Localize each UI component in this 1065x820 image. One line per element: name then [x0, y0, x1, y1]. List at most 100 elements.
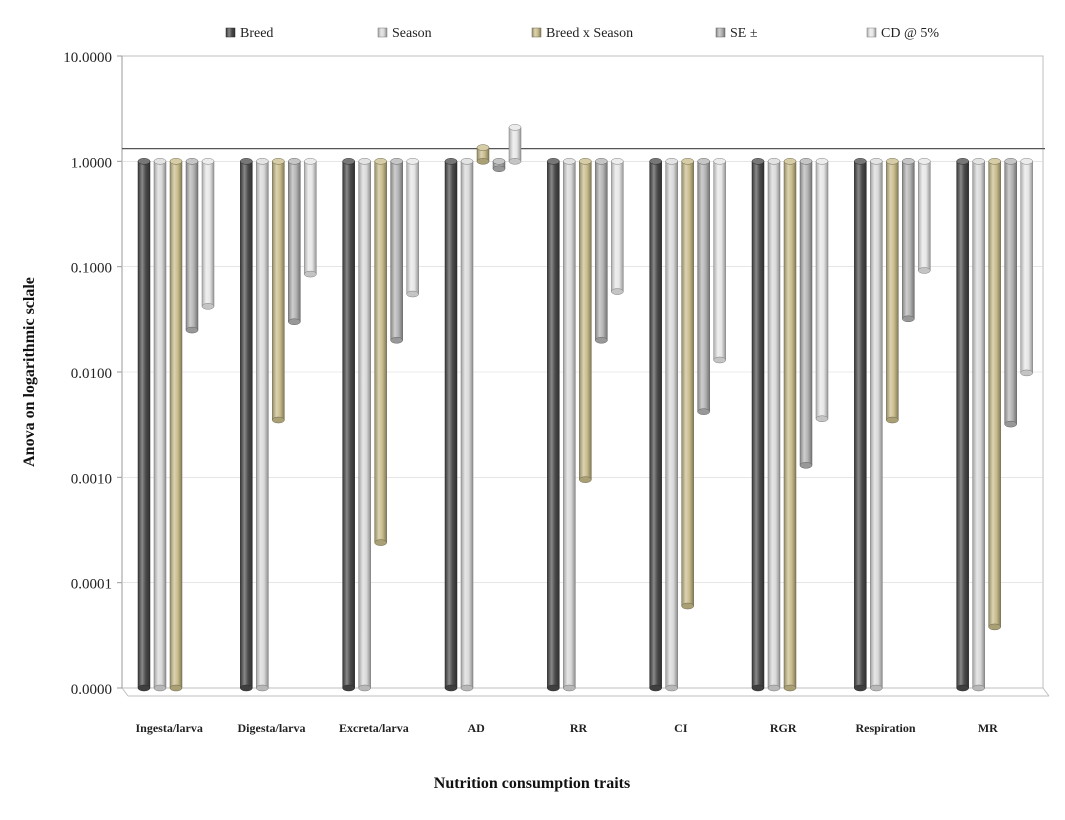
bar-cap-bottom	[304, 270, 317, 278]
bar-cap-top	[956, 158, 969, 165]
bar-cap-top	[767, 158, 781, 165]
legend-label: Breed	[240, 26, 273, 41]
bar-cap-bottom	[1004, 420, 1017, 428]
bar-breed	[956, 158, 969, 692]
bar-body	[918, 161, 931, 271]
bar-cap-bottom	[972, 684, 985, 692]
bar-se-	[902, 158, 915, 323]
legend-swatch	[531, 27, 542, 38]
bar-body	[681, 161, 694, 607]
bar-season	[665, 158, 678, 692]
bar-cap-top	[649, 158, 662, 165]
bar-season	[460, 158, 474, 692]
bar-body	[886, 161, 899, 421]
bar-cap-bottom	[611, 288, 624, 295]
bar-cap-top	[492, 158, 506, 165]
bar-cap-top	[972, 158, 985, 165]
x-tick-label: Respiration	[856, 721, 916, 735]
bar-body	[1020, 161, 1033, 374]
bar-cap-bottom	[783, 684, 797, 692]
bar-cap-top	[595, 158, 608, 165]
bar-cap-top	[137, 158, 151, 165]
legend-label: SE ±	[730, 26, 758, 41]
bar-cap-top	[799, 158, 813, 165]
bar-season	[870, 158, 883, 692]
bar-se-	[595, 158, 608, 344]
bar-cap-top	[153, 158, 167, 165]
bar-cap-top	[611, 158, 624, 165]
bar-cd-5-	[1020, 158, 1033, 377]
bar-breed	[547, 158, 560, 692]
bar-cap-bottom	[137, 684, 151, 692]
bar-breed	[342, 158, 355, 692]
bar-cap-bottom	[169, 684, 183, 692]
bar-cap-top	[406, 158, 419, 165]
bar-body	[272, 161, 285, 421]
bar-season	[358, 158, 371, 692]
bar-se-	[288, 158, 301, 325]
x-tick-label: Excreta/larva	[339, 721, 409, 735]
bar-breed	[854, 158, 867, 692]
bar-cap-top	[390, 158, 403, 165]
bar-body	[579, 161, 592, 480]
bar-body	[508, 127, 522, 162]
bar-cap-bottom	[1020, 369, 1033, 377]
bar-body	[201, 161, 215, 307]
bar-body	[751, 161, 765, 689]
bar-cap-top	[240, 158, 253, 165]
y-tick-label: 1.0000	[71, 155, 112, 171]
bar-cap-top	[563, 158, 576, 165]
bar-cap-top	[304, 158, 317, 165]
bar-season	[256, 158, 269, 692]
bar-breed-x-season	[988, 158, 1001, 631]
bar-season	[972, 158, 985, 692]
bar-cd-5-	[918, 158, 931, 274]
bar-body	[358, 161, 371, 689]
legend-swatch	[377, 27, 388, 38]
bar-cap-top	[918, 158, 931, 165]
bar-cap-top	[751, 158, 765, 165]
bar-cap-bottom	[406, 290, 419, 298]
bar-cap-bottom	[799, 462, 813, 469]
bar-cap-top	[272, 158, 285, 165]
bar-cap-bottom	[288, 318, 301, 325]
bar-cap-bottom	[563, 684, 576, 692]
bar-cap-top	[713, 158, 726, 165]
bar-cd-5-	[304, 158, 317, 278]
bar-cap-bottom	[767, 684, 781, 692]
bar-body	[288, 161, 301, 322]
bar-body	[256, 161, 269, 689]
y-axis-title: Anova on logarithmic sclale	[21, 277, 38, 467]
legend-swatch	[225, 27, 236, 38]
bar-breed-x-season	[783, 158, 797, 692]
bar-body	[304, 161, 317, 275]
bar-breed	[137, 158, 151, 692]
bar-cap-bottom	[460, 684, 474, 692]
bar-breed-x-season	[272, 158, 285, 424]
bar-cap-bottom	[697, 408, 710, 415]
bar-se-	[697, 158, 710, 415]
legend-label: Season	[392, 26, 432, 41]
bar-cap-top	[783, 158, 797, 165]
bar-cd-5-	[815, 158, 829, 422]
bar-cap-bottom	[185, 326, 199, 334]
x-tick-label: RGR	[770, 721, 797, 735]
y-tick-label: 0.1000	[71, 261, 112, 277]
bar-cap-bottom	[444, 684, 458, 692]
bar-body	[563, 161, 576, 689]
bar-cap-top	[460, 158, 474, 165]
bar-body	[595, 161, 608, 341]
bar-body	[185, 161, 199, 331]
legend-item: SE ±	[715, 26, 758, 41]
bar-cap-top	[256, 158, 269, 165]
bar-breed-x-season	[374, 158, 387, 546]
bar-breed	[240, 158, 253, 692]
bar-breed-x-season	[476, 144, 490, 165]
bar-cap-bottom	[854, 684, 867, 692]
bar-cd-5-	[201, 158, 215, 310]
bar-body	[956, 161, 969, 689]
bar-cap-bottom	[342, 684, 355, 692]
bar-body	[390, 161, 403, 341]
bar-cap-bottom	[918, 267, 931, 274]
bar-cap-top	[988, 158, 1001, 165]
